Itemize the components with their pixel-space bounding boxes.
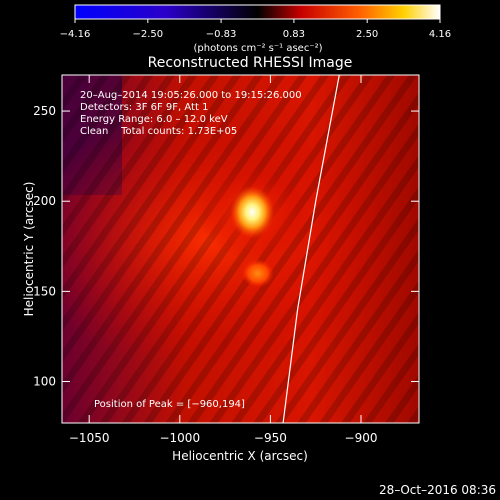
- chart-title: Reconstructed RHESSI Image: [148, 55, 353, 71]
- colorbar-tick-label: 0.83: [283, 29, 305, 40]
- plot-frame: [61, 74, 420, 424]
- y-tick-label: 100: [33, 375, 56, 389]
- colorbar-tick-label: −4.16: [60, 29, 91, 40]
- annotation-detectors: Detectors: 3F 6F 9F, Att 1: [80, 102, 208, 113]
- annotation-clean: Clean Total counts: 1.73E+05: [80, 126, 237, 137]
- colorbar-ticks: −4.16 −2.50 −0.83 0.83 2.50 4.16: [60, 19, 451, 40]
- colorbar-tick-label: −2.50: [132, 29, 163, 40]
- y-tick-label: 250: [33, 104, 56, 118]
- colorbar: [74, 4, 441, 20]
- y-axis-ticks: 100 150 200 250: [33, 104, 419, 389]
- colorbar-tick-label: 2.50: [356, 29, 378, 40]
- heatmap-image: [62, 75, 419, 423]
- source-peak: [230, 186, 275, 239]
- x-axis-label: Heliocentric X (arcsec): [172, 449, 308, 463]
- y-axis-label: Heliocentric Y (arcsec): [22, 182, 36, 317]
- x-tick-label: −900: [345, 431, 378, 445]
- x-axis-ticks: −1050 −1000 −950 −900: [69, 75, 378, 445]
- source-secondary: [241, 259, 274, 288]
- y-tick-label: 200: [33, 194, 56, 208]
- colorbar-tick-label: −0.83: [206, 29, 237, 40]
- x-tick-label: −1000: [159, 431, 200, 445]
- x-tick-label: −950: [254, 431, 287, 445]
- timestamp: 28–Oct–2016 08:36: [379, 483, 496, 497]
- x-tick-label: −1050: [69, 431, 110, 445]
- y-tick-label: 150: [33, 284, 56, 298]
- annotation-time: 20–Aug–2014 19:05:26.000 to 19:15:26.000: [80, 90, 302, 101]
- colorbar-tick-label: 4.16: [429, 29, 451, 40]
- annotation-energy: Energy Range: 6.0 – 12.0 keV: [80, 114, 228, 125]
- source-layer: [197, 164, 308, 288]
- colorbar-units: (photons cm⁻² s⁻¹ asec⁻²): [193, 43, 322, 54]
- annotation-peak: Position of Peak = [−960,194]: [94, 399, 245, 410]
- solar-limb-line: [282, 75, 340, 423]
